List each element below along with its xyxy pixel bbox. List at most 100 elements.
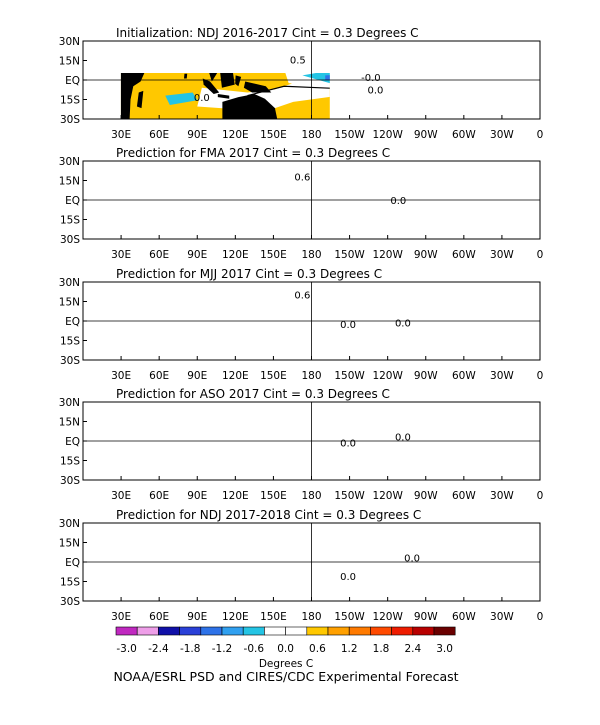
colorbar-swatch [285, 626, 308, 636]
landmass [204, 282, 229, 323]
longitude-label: 60E [149, 611, 169, 623]
longitude-label: 90W [414, 249, 438, 261]
colorbar-swatch [348, 626, 371, 636]
latitude-label: EQ [65, 436, 80, 448]
latitude-label: 30S [60, 234, 80, 246]
landmass [209, 72, 218, 82]
longitude-label: 90W [414, 129, 438, 141]
panel-title: Initialization: NDJ 2016-2017 Cint = 0.3… [116, 26, 419, 40]
landmass [203, 319, 219, 335]
landmass [244, 323, 271, 334]
anomaly-shading [302, 72, 330, 84]
contour-label: 0.0 [340, 320, 356, 331]
anomaly-shading [83, 446, 101, 473]
anomaly-shading [485, 72, 535, 95]
landmass [236, 287, 239, 293]
landmass [412, 282, 449, 307]
anomaly-shading [101, 523, 174, 537]
landmass [222, 576, 277, 601]
anomaly-shading [375, 402, 430, 411]
contour-label: 0.0 [390, 196, 406, 207]
landmass [236, 55, 243, 72]
landmass [438, 189, 497, 239]
landmass [184, 194, 187, 199]
longitude-label: 60E [149, 249, 169, 261]
map-panel: Prediction for MJJ 2017 Cint = 0.3 Degre… [59, 267, 544, 382]
landmass [236, 166, 239, 172]
anomaly-shading [257, 166, 330, 182]
colorbar-tick-label: -1.2 [212, 643, 233, 655]
landmass [438, 430, 497, 480]
colorbar-swatch [327, 626, 350, 636]
contour-line [293, 323, 448, 325]
contour-label: -0.0 [361, 73, 381, 84]
map-panel: Prediction for FMA 2017 Cint = 0.3 Degre… [59, 146, 544, 261]
anomaly-shading [266, 284, 321, 300]
landmass [137, 211, 143, 228]
colorbar-swatch [433, 626, 456, 636]
anomaly-shading [152, 282, 189, 294]
colorbar-tick-label: 1.2 [341, 643, 358, 655]
landmass [250, 402, 259, 414]
anomaly-shading [257, 282, 458, 344]
anomaly-shading [375, 565, 434, 570]
longitude-label: 120W [372, 249, 403, 261]
landmass [184, 435, 187, 440]
contour-line [248, 86, 403, 95]
latitude-label: 15S [60, 215, 80, 227]
anomaly-shading [252, 44, 321, 61]
colorbar: -3.0 -2.4 -1.8 -1.2 -0.6 0.0 0.6 1.2 1.8 2.4 3.0 De… [115, 626, 456, 670]
map-panel: Initialization: NDJ 2016-2017 Cint = 0.3… [59, 26, 544, 141]
longitude-label: 120E [222, 370, 249, 382]
colorbar-tick-label: -0.6 [244, 643, 265, 655]
longitude-label: 30E [111, 490, 131, 502]
longitude-label: 120W [372, 370, 403, 382]
anomaly-shading [261, 531, 458, 576]
longitude-label: 60W [452, 490, 476, 502]
colorbar-tick-label: 0.0 [277, 643, 294, 655]
anomaly-shading [357, 161, 430, 181]
landmass [250, 161, 259, 173]
landmass [137, 332, 143, 349]
latitude-label: 15S [60, 577, 80, 589]
longitude-label: 180 [301, 129, 321, 141]
landmass [203, 439, 219, 455]
landmass [222, 335, 277, 360]
latitude-label: 30N [59, 277, 80, 289]
contour-label: 0.6 [294, 290, 310, 301]
landmass [218, 576, 229, 581]
contour-line [284, 568, 403, 571]
landmass [412, 41, 449, 66]
longitude-label: 0 [537, 611, 544, 623]
longitude-label: 150E [260, 129, 287, 141]
longitude-label: 180 [301, 370, 321, 382]
contour-line [321, 425, 431, 433]
anomaly-shading [394, 523, 458, 531]
latitude-label: 30S [60, 114, 80, 126]
colorbar-swatch [391, 626, 414, 636]
longitude-label: 30E [111, 129, 131, 141]
latitude-label: 30N [59, 397, 80, 409]
longitude-label: 120W [372, 611, 403, 623]
colorbar-tick-label: 3.0 [436, 643, 453, 655]
longitude-label: 30W [490, 370, 514, 382]
landmass [412, 402, 449, 427]
landmass [204, 161, 229, 202]
contour-label: 0.6 [294, 173, 310, 184]
longitude-label: 90E [187, 611, 207, 623]
latitude-label: 15N [59, 56, 80, 68]
landmass [244, 443, 271, 454]
longitude-label: 120E [222, 611, 249, 623]
latitude-label: 30N [59, 36, 80, 48]
landmass [236, 407, 239, 413]
landmass [250, 523, 259, 535]
map-panel: Prediction for NDJ 2017-2018 Cint = 0.3 … [59, 508, 544, 623]
longitude-label: 150E [260, 249, 287, 261]
colorbar-swatch [412, 626, 435, 636]
panel-title: Prediction for NDJ 2017-2018 Cint = 0.3 … [116, 508, 421, 522]
longitude-label: 30W [490, 611, 514, 623]
contour-line [220, 206, 385, 209]
longitude-label: 120E [222, 129, 249, 141]
colorbar-swatch [306, 626, 329, 636]
colorbar-tick-label: -2.4 [148, 643, 169, 655]
